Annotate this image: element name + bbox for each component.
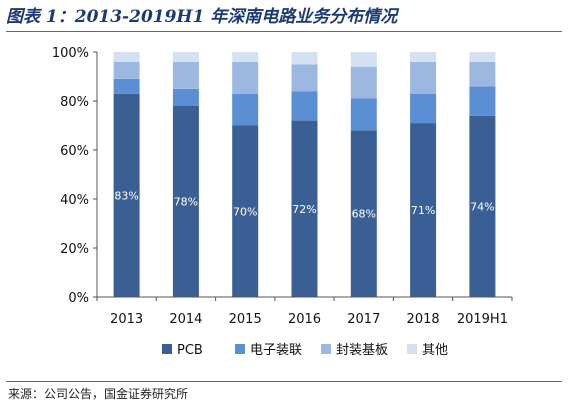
x-tick-label-2015: 2015 [229,312,262,327]
value-labels-group: 83% 78% 70% 72% 68% 71% 74% [114,189,494,220]
legend-label-封装基板: 封装基板 [336,343,388,358]
bar-segment-封装基板-2018 [410,61,437,94]
bars-group [113,52,496,298]
data-label-2017: 68% [352,208,376,221]
bar-segment-其他-2017 [350,52,377,67]
bar-segment-PCB-2016 [291,120,318,297]
legend-swatch-封装基板 [321,344,331,354]
bar-segment-PCB-2019H1 [469,115,496,297]
bar-segment-封装基板-2014 [172,61,199,89]
bar-segment-PCB-2014 [172,105,199,298]
x-tick-label-2016: 2016 [288,312,321,327]
y-tick-label-0pct: 0% [68,291,89,306]
bar-segment-其他-2014 [172,52,199,62]
bar-segment-PCB-2018 [410,123,437,297]
bar-segment-PCB-2013 [113,93,140,297]
title-divider [6,31,562,32]
legend-label-其他: 其他 [422,343,448,358]
bar-segment-封装基板-2019H1 [469,61,496,87]
y-tick-label-100pct: 100% [52,46,89,61]
legend-label-PCB: PCB [177,343,203,358]
data-label-2014: 78% [174,195,198,208]
bar-segment-其他-2019H1 [469,52,496,62]
x-tick-label-2017: 2017 [347,312,380,327]
y-tick-label-20pct: 20% [60,242,89,257]
bar-segment-其他-2013 [113,52,140,62]
data-label-2018: 71% [411,204,435,217]
bar-segment-其他-2015 [232,52,259,62]
x-tick-label-2014: 2014 [169,312,202,327]
legend-label-电子装联: 电子装联 [250,343,302,358]
bar-segment-封装基板-2017 [350,66,377,99]
source-note: 来源：公司公告，国金证券研究所 [8,387,189,401]
data-label-2013: 83% [114,189,138,202]
legend: PCB 电子装联 封装基板 其他 [162,343,448,358]
source-divider [6,381,562,382]
bar-segment-PCB-2017 [350,130,377,297]
bar-segment-其他-2018 [410,52,437,62]
bar-segment-封装基板-2015 [232,61,259,94]
legend-swatch-其他 [407,344,417,354]
bar-segment-封装基板-2016 [291,64,318,92]
legend-swatch-PCB [162,344,172,354]
y-tick-label-40pct: 40% [60,193,89,208]
bar-segment-封装基板-2013 [113,61,140,79]
data-label-2015: 70% [233,205,257,218]
axes-group: 2013 2014 2015 2016 2017 2018 2019H1 0% 20% 40% 60… [52,46,513,327]
y-tick-label-80pct: 80% [60,95,89,110]
x-tick-label-2019H1: 2019H1 [457,312,508,327]
bar-segment-电子装联-2014 [172,88,199,106]
figure-title: 图表 1：2013-2019H1 年深南电路业务分布情况 [6,7,398,27]
y-tick-label-60pct: 60% [60,144,89,159]
bar-segment-其他-2016 [291,52,318,65]
bar-segment-电子装联-2018 [410,93,437,124]
bar-segment-电子装联-2019H1 [469,86,496,116]
x-tick-label-2018: 2018 [407,312,440,327]
bar-segment-电子装联-2016 [291,91,318,121]
data-label-2019H1: 74% [470,200,494,213]
stacked-bar-chart: 83% 78%70% 72% 68% 71% 74% 2013 2014 2015 2016 20… [52,46,513,358]
bar-segment-电子装联-2015 [232,93,259,126]
bar-segment-电子装联-2013 [113,78,140,94]
bar-segment-PCB-2015 [232,125,259,297]
legend-swatch-电子装联 [235,344,245,354]
bar-segment-电子装联-2017 [350,98,377,131]
data-label-2016: 72% [292,203,316,216]
x-tick-label-2013: 2013 [110,312,143,327]
